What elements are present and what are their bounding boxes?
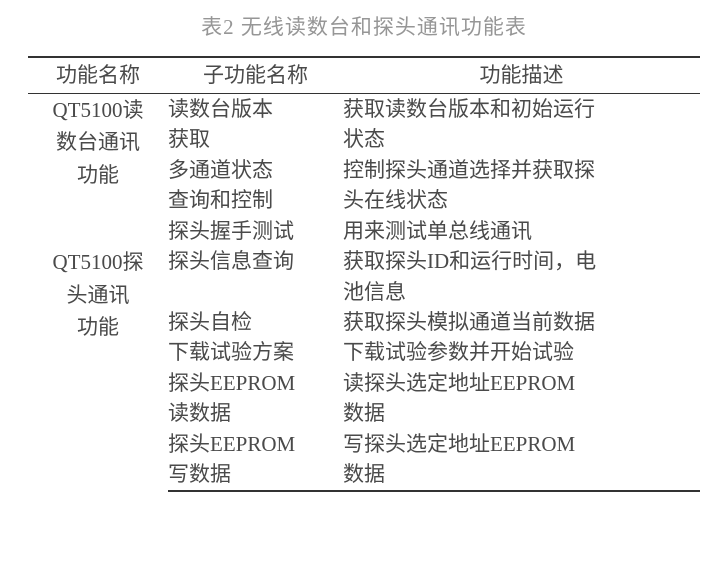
func-desc-line: 数据 (343, 398, 700, 428)
func-name-line: 数台通讯 (56, 126, 140, 159)
sub-func-cell: 探头EEPROM写数据 (168, 429, 343, 491)
func-desc-line: 获取探头模拟通道当前数据 (343, 307, 700, 337)
func-desc-line: 写探头选定地址EEPROM (343, 429, 700, 459)
func-name-line: QT5100读 (53, 94, 144, 127)
col-header-sub: 子功能名称 (168, 57, 343, 93)
sub-func-line: 读数台版本 (168, 94, 343, 124)
func-desc-line: 获取探头ID和运行时间，电 (343, 246, 700, 276)
func-desc-line: 数据 (343, 459, 700, 489)
func-desc-cell: 用来测试单总线通讯 (343, 216, 700, 246)
func-desc-line: 用来测试单总线通讯 (343, 216, 700, 246)
func-name-line: QT5100探 (53, 246, 144, 279)
func-desc-line: 状态 (343, 124, 700, 154)
sub-func-cell: 探头自检 (168, 307, 343, 337)
func-name-cell: QT5100探头通讯功能 (28, 246, 168, 491)
sub-func-cell: 探头握手测试 (168, 216, 343, 246)
sub-func-cell: 探头信息查询 (168, 246, 343, 307)
sub-func-line: 探头自检 (168, 307, 343, 337)
func-desc-cell: 读探头选定地址EEPROM数据 (343, 368, 700, 429)
table-body: QT5100读数台通讯功能读数台版本获取获取读数台版本和初始运行状态多通道状态查… (28, 93, 700, 490)
sub-func-cell: 下载试验方案 (168, 337, 343, 367)
sub-func-cell: 多通道状态查询和控制 (168, 155, 343, 216)
table-header-row: 功能名称 子功能名称 功能描述 (28, 57, 700, 93)
func-desc-line: 下载试验参数并开始试验 (343, 337, 700, 367)
func-name-line: 功能 (77, 311, 119, 344)
sub-func-line: 探头EEPROM (168, 368, 343, 398)
func-desc-line: 控制探头通道选择并获取探 (343, 155, 700, 185)
sub-func-line: 查询和控制 (168, 185, 343, 215)
col-header-desc: 功能描述 (343, 57, 700, 93)
sub-func-line: 下载试验方案 (168, 337, 343, 367)
sub-func-cell: 读数台版本获取 (168, 93, 343, 154)
func-desc-line: 读探头选定地址EEPROM (343, 368, 700, 398)
func-desc-line: 头在线状态 (343, 185, 700, 215)
func-name-cell: QT5100读数台通讯功能 (28, 93, 168, 246)
col-header-func: 功能名称 (28, 57, 168, 93)
function-table: 功能名称 子功能名称 功能描述 QT5100读数台通讯功能读数台版本获取获取读数… (28, 56, 700, 491)
func-desc-cell: 下载试验参数并开始试验 (343, 337, 700, 367)
sub-func-line: 读数据 (168, 398, 343, 428)
func-desc-line: 获取读数台版本和初始运行 (343, 94, 700, 124)
sub-func-line: 多通道状态 (168, 155, 343, 185)
sub-func-cell: 探头EEPROM读数据 (168, 368, 343, 429)
table-row: QT5100读数台通讯功能读数台版本获取获取读数台版本和初始运行状态 (28, 93, 700, 154)
func-name-line: 功能 (77, 159, 119, 192)
sub-func-line: 探头EEPROM (168, 429, 343, 459)
func-name-line: 头通讯 (67, 279, 130, 312)
func-desc-cell: 控制探头通道选择并获取探头在线状态 (343, 155, 700, 216)
sub-func-line: 获取 (168, 124, 343, 154)
func-desc-line: 池信息 (343, 277, 700, 307)
sub-func-line: 探头信息查询 (168, 246, 343, 276)
table-caption: 表2 无线读数台和探头通讯功能表 (28, 12, 700, 42)
func-desc-cell: 获取探头ID和运行时间，电池信息 (343, 246, 700, 307)
sub-func-line: 探头握手测试 (168, 216, 343, 246)
func-desc-cell: 获取探头模拟通道当前数据 (343, 307, 700, 337)
table-row: QT5100探头通讯功能探头信息查询获取探头ID和运行时间，电池信息 (28, 246, 700, 307)
func-desc-cell: 写探头选定地址EEPROM数据 (343, 429, 700, 491)
func-desc-cell: 获取读数台版本和初始运行状态 (343, 93, 700, 154)
sub-func-line: 写数据 (168, 459, 343, 489)
